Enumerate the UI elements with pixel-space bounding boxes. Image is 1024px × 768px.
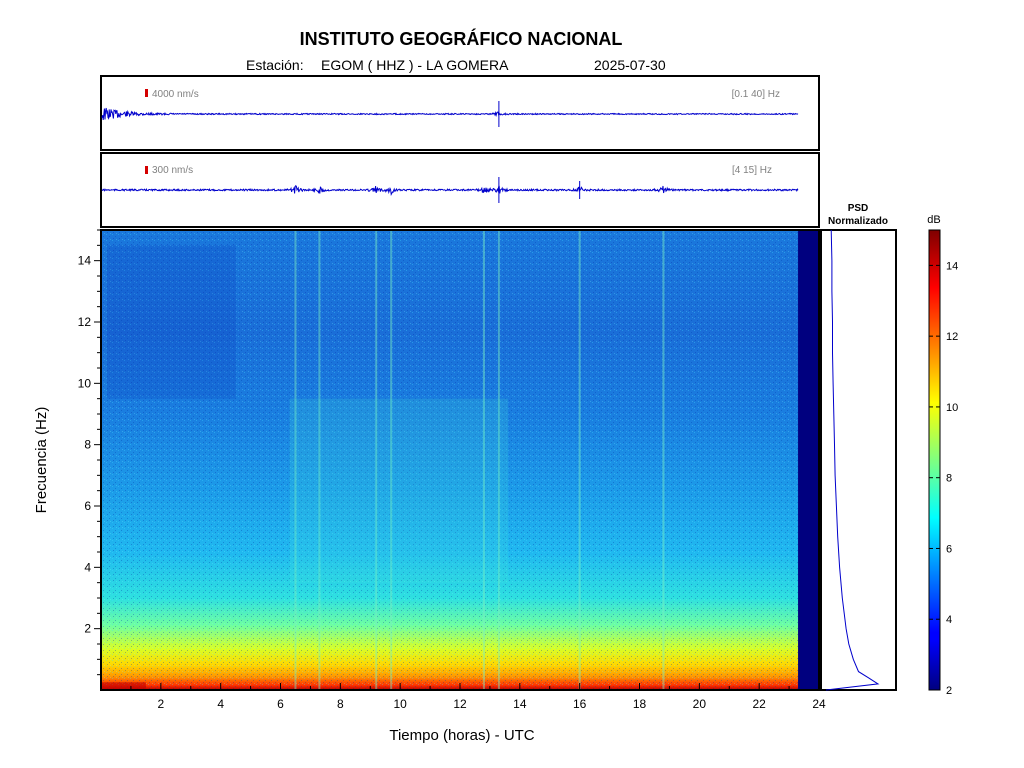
y-tick-label: 14 — [78, 254, 92, 268]
psd-title: PSD — [848, 203, 869, 214]
figure-title: INSTITUTO GEOGRÁFICO NACIONAL — [300, 28, 623, 49]
colorbar-tick-label: 2 — [946, 685, 952, 697]
y-tick-label: 2 — [84, 622, 91, 636]
psd-subtitle: Normalizado — [828, 216, 888, 227]
x-tick-label: 20 — [693, 697, 707, 711]
y-tick-label: 8 — [84, 438, 91, 452]
spectrogram-quiet-patch — [106, 245, 236, 399]
spectrogram-activity-band — [289, 398, 508, 583]
x-tick-label: 8 — [337, 697, 344, 711]
colorbar: dB 2 4 6 8 10 12 14 — [927, 214, 958, 697]
band-label-broadband: [0.1 40] Hz — [732, 89, 780, 100]
spectrogram-event-streak — [294, 230, 297, 690]
scale-bar-broadband — [145, 89, 148, 97]
seismogram-broadband-panel: 4000 nm/s [0.1 40] Hz — [100, 75, 820, 151]
trace-broadband — [101, 107, 799, 121]
spectrogram-no-data — [798, 230, 819, 690]
psd-frame — [820, 229, 897, 691]
x-tick-label: 18 — [633, 697, 647, 711]
seismogram-filtered-panel: 300 nm/s [4 15] Hz — [100, 152, 820, 228]
spectrogram-texture — [101, 230, 819, 690]
y-tick-label: 6 — [84, 499, 91, 513]
scale-bar-filtered — [145, 166, 148, 174]
spectrogram-event-streak — [375, 230, 378, 690]
spectrogram-event-streak — [482, 230, 485, 690]
station-name: EGOM ( HHZ ) - LA GOMERA — [321, 57, 509, 73]
colorbar-tick-label: 4 — [946, 614, 952, 626]
station-label: Estación: — [246, 57, 304, 73]
x-axis-ticks: 2 4 6 8 10 12 14 16 18 20 22 24 — [100, 683, 826, 711]
y-tick-label: 12 — [78, 315, 92, 329]
x-tick-label: 14 — [513, 697, 527, 711]
colorbar-gradient — [928, 229, 941, 691]
colorbar-unit: dB — [927, 214, 940, 226]
x-axis-label: Tiempo (horas) - UTC — [389, 727, 534, 744]
trace-filtered — [101, 184, 799, 196]
spectrogram-event-streak — [662, 230, 665, 690]
x-tick-label: 6 — [277, 697, 284, 711]
x-tick-label: 22 — [752, 697, 766, 711]
colorbar-tick-label: 14 — [946, 260, 958, 272]
band-label-filtered: [4 15] Hz — [732, 165, 772, 176]
colorbar-tick-label: 8 — [946, 473, 952, 485]
x-tick-label: 12 — [453, 697, 467, 711]
spectrogram-event-streak — [390, 230, 393, 690]
scale-label-broadband: 4000 nm/s — [152, 89, 199, 100]
y-axis-label: Frecuencia (Hz) — [33, 407, 50, 514]
y-tick-label: 4 — [84, 560, 91, 574]
x-tick-label: 2 — [157, 697, 164, 711]
spectrogram-low-freq-peak — [101, 682, 146, 690]
x-tick-label: 10 — [393, 697, 407, 711]
seismogram-broadband-frame — [100, 75, 820, 151]
colorbar-tick-label: 10 — [946, 402, 958, 414]
x-tick-label: 4 — [217, 697, 224, 711]
x-tick-label: 24 — [812, 697, 826, 711]
spectrogram-event-streak — [578, 230, 581, 690]
colorbar-tick-label: 12 — [946, 331, 958, 343]
colorbar-tick-label: 6 — [946, 543, 952, 555]
colorbar-ticks: 2 4 6 8 10 12 14 — [929, 260, 958, 697]
psd-panel: PSD Normalizado — [820, 203, 897, 691]
psd-curve — [825, 229, 880, 691]
x-tick-label: 16 — [573, 697, 587, 711]
record-date: 2025-07-30 — [594, 57, 666, 73]
spectrogram-features — [101, 230, 665, 690]
y-tick-label: 10 — [78, 376, 92, 390]
spectrogram-event-streak — [318, 230, 321, 690]
spectrogram-event-streak — [497, 230, 500, 690]
scale-label-filtered: 300 nm/s — [152, 165, 193, 176]
